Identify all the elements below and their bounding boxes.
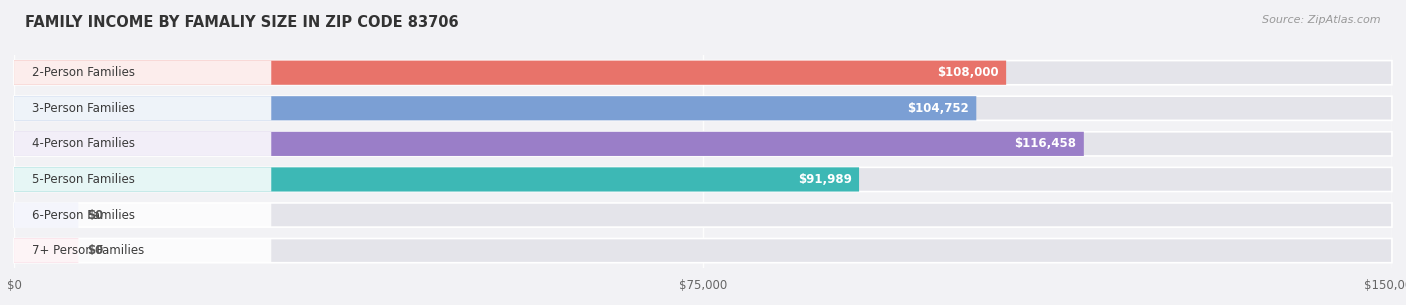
Text: $0: $0 xyxy=(87,244,104,257)
FancyBboxPatch shape xyxy=(14,203,271,227)
FancyBboxPatch shape xyxy=(14,203,1392,227)
FancyBboxPatch shape xyxy=(14,132,271,156)
FancyBboxPatch shape xyxy=(14,239,79,263)
FancyBboxPatch shape xyxy=(14,239,1392,263)
Text: $116,458: $116,458 xyxy=(1015,137,1077,150)
FancyBboxPatch shape xyxy=(14,132,1084,156)
FancyBboxPatch shape xyxy=(14,96,1392,120)
FancyBboxPatch shape xyxy=(14,203,79,227)
Text: Source: ZipAtlas.com: Source: ZipAtlas.com xyxy=(1263,15,1381,25)
FancyBboxPatch shape xyxy=(14,96,271,120)
Text: 4-Person Families: 4-Person Families xyxy=(32,137,135,150)
Text: FAMILY INCOME BY FAMALIY SIZE IN ZIP CODE 83706: FAMILY INCOME BY FAMALIY SIZE IN ZIP COD… xyxy=(25,15,458,30)
Text: $108,000: $108,000 xyxy=(938,66,998,79)
FancyBboxPatch shape xyxy=(14,132,1392,156)
FancyBboxPatch shape xyxy=(14,61,1007,85)
FancyBboxPatch shape xyxy=(14,61,1392,85)
Text: 2-Person Families: 2-Person Families xyxy=(32,66,135,79)
FancyBboxPatch shape xyxy=(14,167,271,192)
FancyBboxPatch shape xyxy=(14,167,859,192)
FancyBboxPatch shape xyxy=(14,61,271,85)
Text: $0: $0 xyxy=(87,209,104,221)
Text: $104,752: $104,752 xyxy=(907,102,969,115)
FancyBboxPatch shape xyxy=(14,239,271,263)
Text: 6-Person Families: 6-Person Families xyxy=(32,209,135,221)
FancyBboxPatch shape xyxy=(14,96,976,120)
FancyBboxPatch shape xyxy=(14,167,1392,192)
Text: 7+ Person Families: 7+ Person Families xyxy=(32,244,145,257)
Text: $91,989: $91,989 xyxy=(797,173,852,186)
Text: 3-Person Families: 3-Person Families xyxy=(32,102,135,115)
Text: 5-Person Families: 5-Person Families xyxy=(32,173,135,186)
